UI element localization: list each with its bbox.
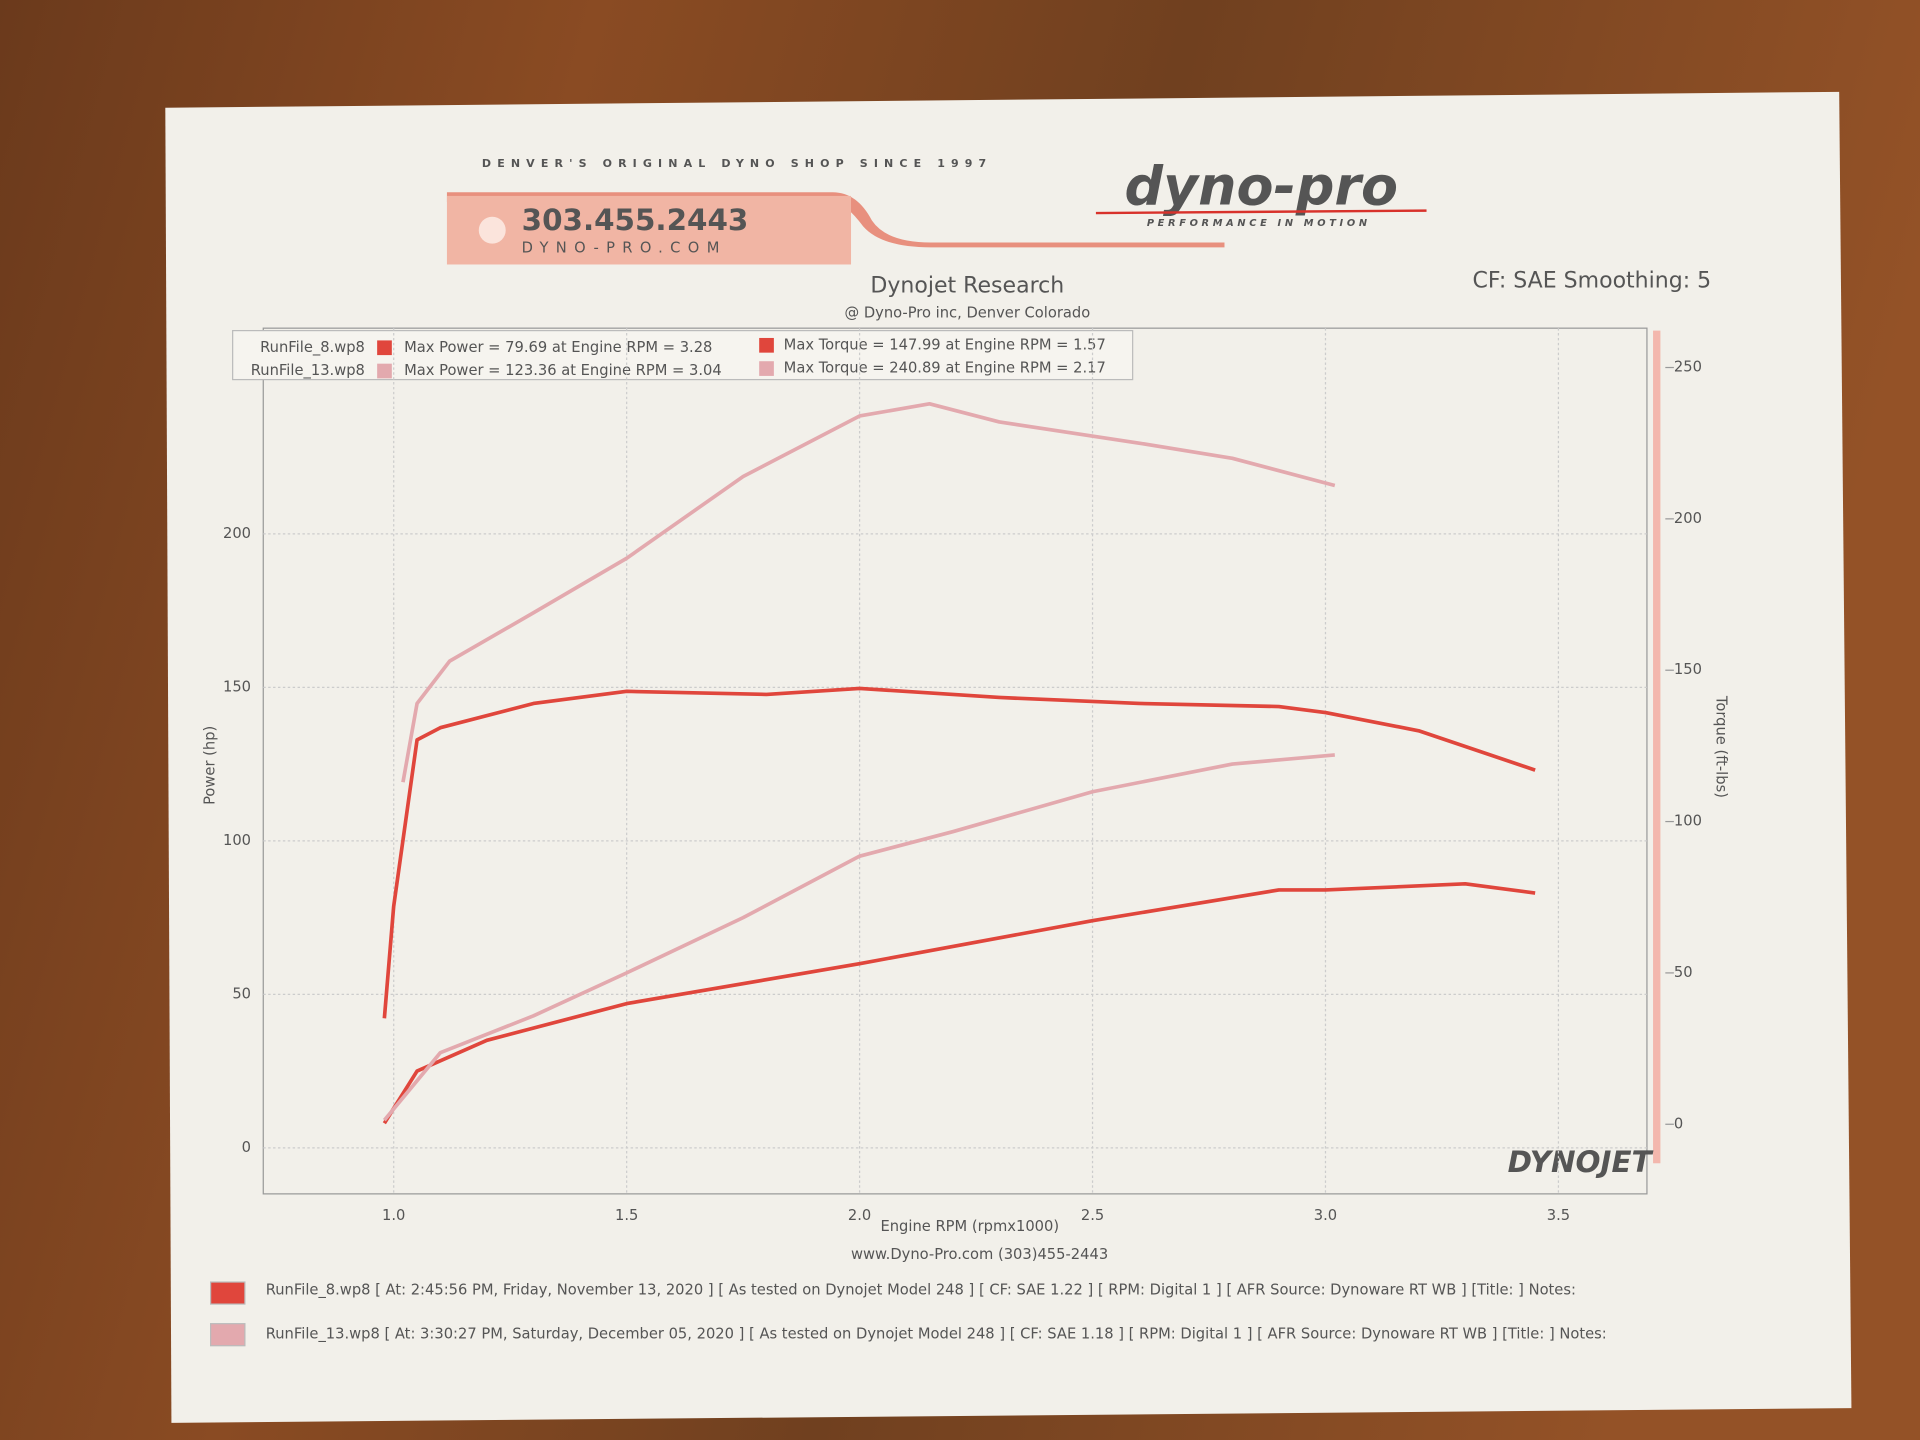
legend-swatch — [759, 337, 774, 353]
run-swatch — [210, 1323, 246, 1347]
right-axis-band — [1653, 330, 1661, 1164]
series-line — [382, 753, 1335, 1122]
legend-torque: Max Torque = 240.89 at Engine RPM = 2.17 — [784, 360, 1106, 377]
y2-axis-label: Torque (ft-lbs) — [1712, 695, 1729, 798]
y-tick-label: 100 — [223, 832, 251, 849]
chart-subtitle: @ Dyno-Pro inc, Denver Colorado — [844, 304, 1090, 321]
legend-swatch — [377, 340, 392, 356]
phone: 303.455.2443 — [522, 203, 749, 237]
x-tick-label: 1.5 — [615, 1207, 638, 1224]
legend-power: Max Power = 79.69 at Engine RPM = 3.28 — [404, 339, 712, 356]
y-tick-label: 50 — [232, 985, 251, 1002]
tagline: DENVER'S ORIGINAL DYNO SHOP SINCE 1997 — [482, 157, 992, 170]
x-axis-label: Engine RPM (rpmx1000) — [880, 1218, 1059, 1235]
settings-note: CF: SAE Smoothing: 5 — [1472, 269, 1711, 294]
site: DYNO-PRO.COM — [522, 240, 727, 257]
legend: RunFile_8.wp8 Max Power = 79.69 at Engine… — [232, 330, 1134, 381]
legend-torque: Max Torque = 147.99 at Engine RPM = 1.57 — [784, 336, 1106, 353]
y2-tick-label: 250 — [1674, 359, 1702, 376]
series-line — [382, 881, 1536, 1125]
logo: dyno-pro — [1124, 154, 1397, 217]
run-line: RunFile_8.wp8 [ At: 2:45:56 PM, Friday, … — [266, 1282, 1576, 1299]
footer-contact: www.Dyno-Pro.com (303)455-2443 — [851, 1246, 1108, 1263]
run-line: RunFile_13.wp8 [ At: 3:30:27 PM, Saturda… — [266, 1326, 1607, 1343]
dynojet-logo: DYNOJET — [1508, 1145, 1654, 1179]
legend-swatch — [759, 361, 774, 376]
y-tick-label: 150 — [223, 678, 251, 695]
y2-tick-label: 50 — [1674, 964, 1693, 981]
logo-rule — [1095, 209, 1427, 215]
x-tick-label: 3.5 — [1547, 1207, 1570, 1224]
banner-icon — [478, 216, 506, 244]
y2-tick-label: 150 — [1674, 661, 1702, 678]
x-tick-label: 3.0 — [1314, 1207, 1337, 1224]
plot-frame — [262, 327, 1648, 1195]
legend-file: RunFile_8.wp8 — [260, 339, 365, 356]
y-tick-label: 200 — [223, 525, 251, 542]
paper — [165, 91, 1852, 1423]
series-line — [401, 402, 1336, 783]
x-tick-label: 2.0 — [848, 1207, 871, 1224]
legend-power: Max Power = 123.36 at Engine RPM = 3.04 — [404, 362, 722, 379]
legend-file: RunFile_13.wp8 — [251, 362, 365, 379]
x-tick-label: 1.0 — [382, 1207, 405, 1224]
slogan: PERFORMANCE IN MOTION — [1147, 218, 1371, 229]
y2-tick-label: 200 — [1674, 510, 1702, 527]
run-swatch — [210, 1281, 246, 1305]
y-tick-label: 0 — [242, 1139, 251, 1156]
y-axis-label: Power (hp) — [202, 726, 219, 805]
series-line — [382, 686, 1536, 1019]
x-tick-label: 2.5 — [1081, 1207, 1104, 1224]
y2-tick-label: 100 — [1674, 813, 1702, 830]
legend-swatch — [377, 363, 392, 379]
banner — [446, 195, 852, 265]
chart-title: Dynojet Research — [870, 274, 1064, 299]
y2-tick-label: 0 — [1674, 1115, 1683, 1132]
